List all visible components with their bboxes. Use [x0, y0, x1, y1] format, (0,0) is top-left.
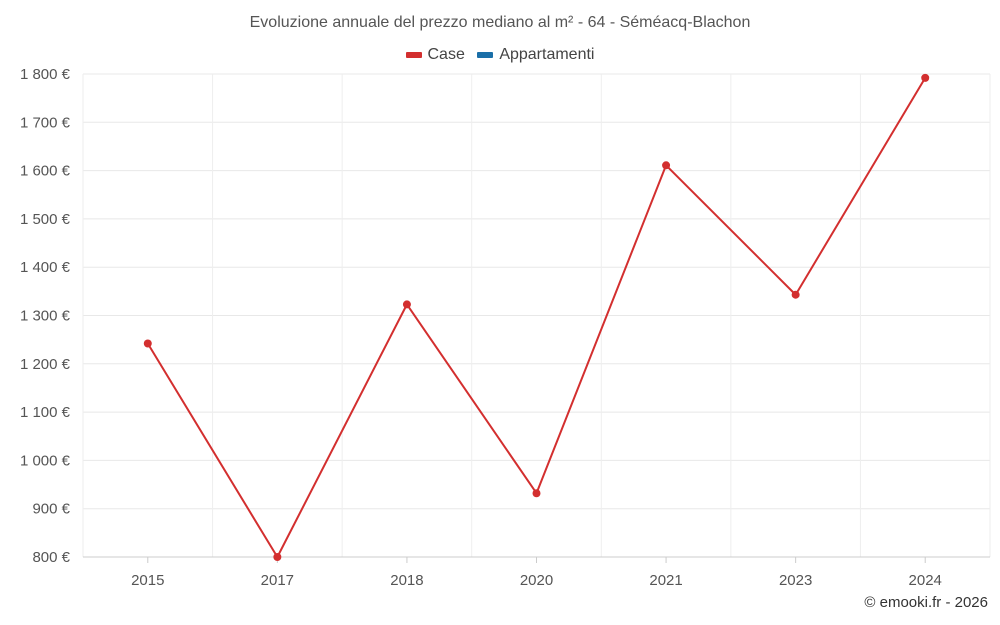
x-tick-label: 2023 — [779, 572, 812, 589]
legend-label-case: Case — [427, 46, 465, 63]
x-tick-label: 2015 — [131, 572, 164, 589]
x-tick-label: 2020 — [520, 572, 553, 589]
legend-swatch-appartamenti — [477, 52, 494, 58]
data-point — [791, 290, 800, 299]
y-tick-label: 1 500 € — [20, 211, 71, 228]
legend-label-appartamenti: Appartamenti — [499, 46, 595, 63]
data-point — [921, 73, 930, 82]
footer-credit: © emooki.fr - 2026 — [864, 594, 988, 611]
x-tick-label: 2024 — [909, 572, 942, 589]
x-tick-label: 2018 — [390, 572, 423, 589]
y-tick-label: 900 € — [32, 501, 70, 518]
x-tick-label: 2021 — [649, 572, 682, 589]
legend-item-case[interactable]: Case — [405, 46, 465, 64]
y-tick-label: 1 600 € — [20, 163, 71, 180]
data-point — [143, 339, 152, 348]
y-tick-label: 1 000 € — [20, 452, 71, 469]
data-point — [402, 300, 411, 309]
series-line-case — [146, 77, 927, 558]
legend-item-appartamenti[interactable]: Appartamenti — [477, 46, 594, 64]
chart-title: Evoluzione annuale del prezzo mediano al… — [249, 14, 751, 31]
x-tick-label: 2017 — [261, 572, 294, 589]
data-point — [532, 489, 541, 498]
y-tick-label: 1 700 € — [20, 114, 71, 131]
data-point — [662, 161, 671, 170]
legend-swatch-case — [405, 52, 422, 58]
data-point — [273, 553, 282, 561]
y-tick-label: 1 400 € — [20, 259, 71, 276]
y-tick-label: 1 100 € — [20, 404, 71, 421]
y-tick-label: 1 200 € — [20, 356, 71, 373]
y-tick-label: 800 € — [32, 549, 70, 566]
y-tick-label: 1 800 € — [20, 66, 71, 83]
y-tick-label: 1 300 € — [20, 308, 71, 325]
legend: Case Appartamenti — [0, 45, 1000, 64]
